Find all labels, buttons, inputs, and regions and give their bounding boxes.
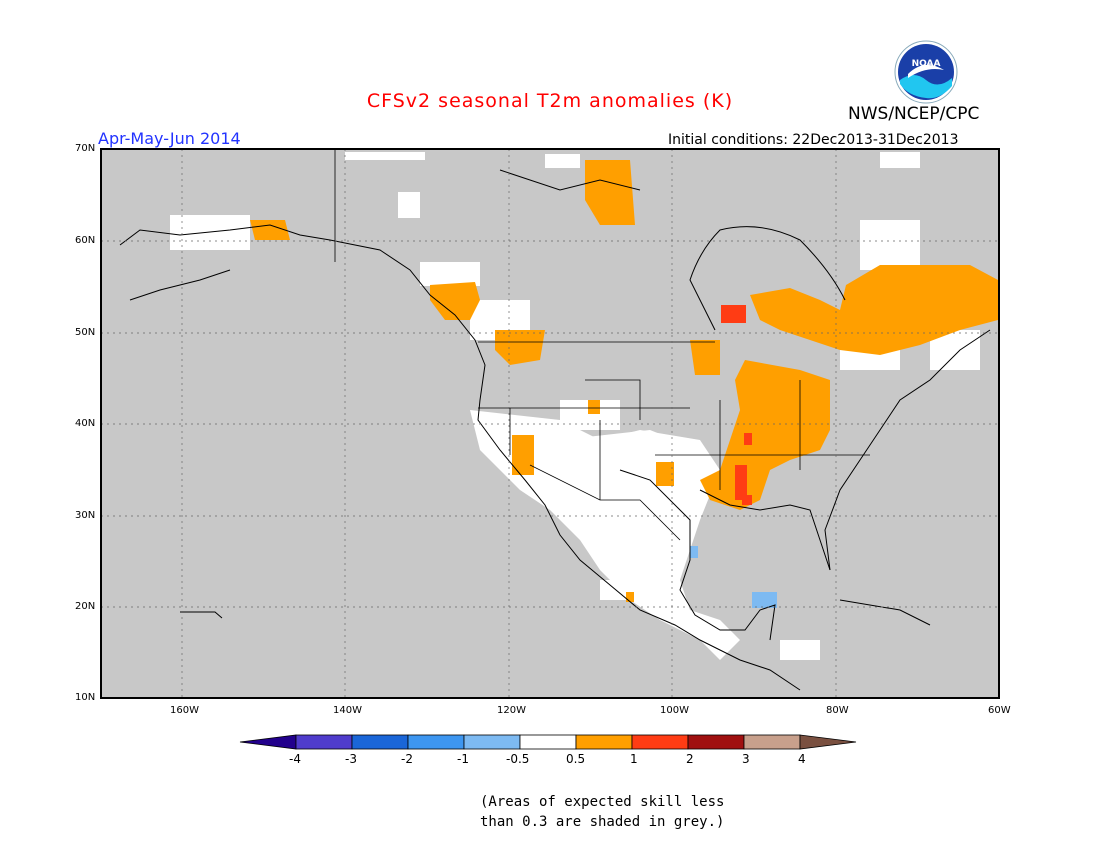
- initial-conditions: Initial conditions: 22Dec2013-31Dec2013: [668, 132, 959, 148]
- colorbar-segment: [407, 734, 465, 750]
- lon-label: 100W: [660, 705, 689, 716]
- lat-label: 10N: [75, 692, 96, 703]
- warm-regions-0-5-to-1: [250, 160, 998, 602]
- lon-label: 160W: [170, 705, 199, 716]
- colorbar-segment: [519, 734, 577, 750]
- borders: [334, 150, 870, 541]
- colorbar-arrow-high: [799, 734, 857, 750]
- colorbar-segment: [575, 734, 633, 750]
- agency-label: NWS/NCEP/CPC: [848, 104, 980, 124]
- forecast-period: Apr-May-Jun 2014: [98, 129, 241, 148]
- lat-label: 60N: [75, 235, 96, 246]
- lat-label: 70N: [75, 143, 96, 154]
- skill-note: (Areas of expected skill less than 0.3 a…: [480, 792, 740, 832]
- colorbar-label: -1: [457, 752, 469, 766]
- skill-note-line: (Areas of expected skill less: [480, 794, 725, 810]
- noaa-logo: NOAA: [894, 40, 958, 104]
- map-title: CFSv2 seasonal T2m anomalies (K): [366, 90, 734, 112]
- colorbar-label: 2: [686, 752, 694, 766]
- colorbar-label: 0.5: [566, 752, 586, 766]
- colorbar-label: 4: [798, 752, 806, 766]
- colorbar-label: 1: [630, 752, 638, 766]
- logo-text: NOAA: [912, 59, 941, 69]
- colorbar: [239, 734, 857, 750]
- lon-label: 140W: [333, 705, 362, 716]
- colorbar-label: -0.5: [506, 752, 530, 766]
- skill-note-line: than 0.3 are shaded in grey.): [480, 814, 725, 830]
- lat-label: 20N: [75, 601, 96, 612]
- lon-label: 120W: [497, 705, 526, 716]
- colorbar-label: -2: [401, 752, 413, 766]
- lat-label: 30N: [75, 510, 96, 521]
- map-frame: [100, 148, 1000, 699]
- gridlines: [101, 149, 999, 698]
- coastlines: [119, 169, 991, 691]
- lon-label: 80W: [826, 705, 849, 716]
- lon-label: 60W: [988, 705, 1011, 716]
- colorbar-label: -4: [289, 752, 301, 766]
- colorbar-segment: [351, 734, 409, 750]
- lat-label: 40N: [75, 418, 96, 429]
- colorbar-segment: [463, 734, 521, 750]
- colorbar-label: -3: [345, 752, 357, 766]
- warm-regions-1-to-2: [721, 305, 752, 505]
- colorbar-segment: [687, 734, 745, 750]
- colorbar-label: 3: [742, 752, 750, 766]
- colorbar-segment: [295, 734, 353, 750]
- cool-regions: [690, 546, 777, 608]
- colorbar-arrow-low: [239, 734, 297, 750]
- colorbar-segment: [743, 734, 801, 750]
- colorbar-segment: [631, 734, 689, 750]
- lat-label: 50N: [75, 327, 96, 338]
